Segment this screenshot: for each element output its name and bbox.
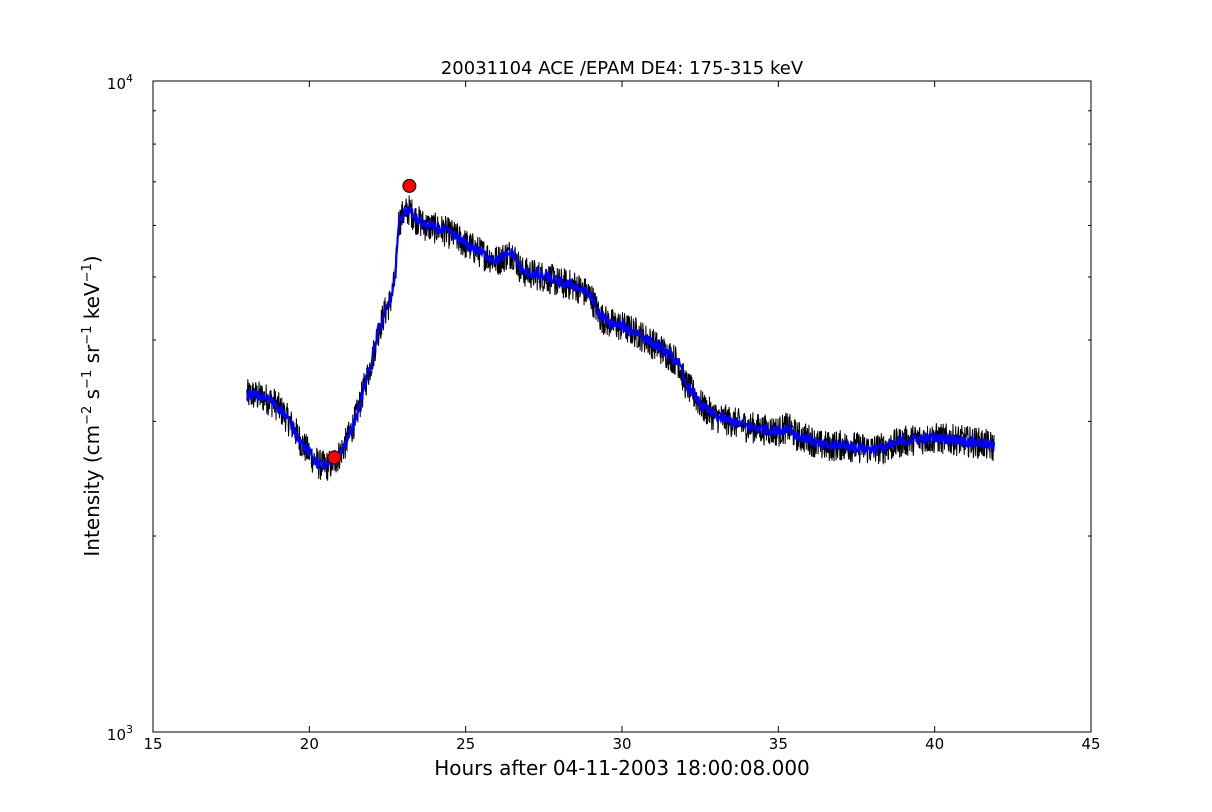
x-tick-label: 25 bbox=[456, 735, 475, 753]
y-tick-label-group: 103 104 bbox=[107, 72, 133, 744]
y-label-part: ) bbox=[80, 255, 104, 263]
x-tick-label: 35 bbox=[769, 735, 788, 753]
y-label-part: keV bbox=[80, 282, 104, 326]
x-tick-label: 45 bbox=[1081, 735, 1100, 753]
plot-frame bbox=[152, 80, 1092, 733]
y-label-exp: −2 bbox=[80, 406, 95, 425]
y-label-exp: −1 bbox=[80, 263, 95, 282]
y-axis-label: Intensity (cm−2 s−1 sr−1 keV−1) bbox=[80, 255, 104, 556]
marker-peak bbox=[402, 178, 417, 193]
x-tick-label: 15 bbox=[143, 735, 162, 753]
y-label-part: Intensity (cm bbox=[80, 425, 104, 557]
series-line-smoothed bbox=[245, 204, 996, 471]
y-label-exp: −1 bbox=[80, 370, 95, 389]
x-tick-label: 20 bbox=[300, 735, 319, 753]
y-label-exp: −1 bbox=[80, 326, 95, 345]
y-label-part: s bbox=[80, 389, 104, 406]
x-tick-label: 40 bbox=[925, 735, 944, 753]
plot-lines bbox=[245, 195, 996, 481]
x-axis-label: Hours after 04-11-2003 18:00:08.000 bbox=[434, 756, 810, 780]
y-tick-label-10000: 104 bbox=[107, 72, 133, 93]
event-markers bbox=[327, 178, 417, 465]
x-tick-labels: 15 20 25 30 35 40 45 bbox=[143, 735, 1100, 753]
y-label-part: sr bbox=[80, 344, 104, 370]
marker-onset bbox=[327, 450, 342, 465]
x-tick-label: 30 bbox=[612, 735, 631, 753]
chart-title: 20031104 ACE /EPAM DE4: 175-315 keV bbox=[441, 58, 804, 79]
y-tick-label-1000: 103 bbox=[107, 723, 133, 744]
